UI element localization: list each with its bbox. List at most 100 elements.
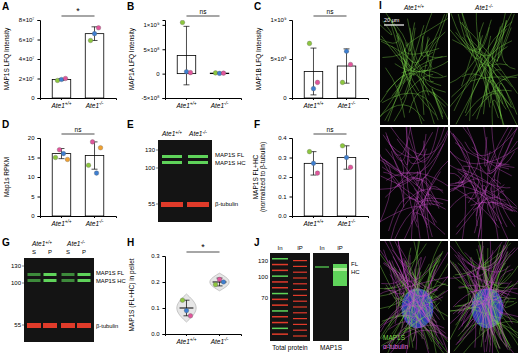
scale-bar: [384, 24, 404, 25]
mw-label: 130: [258, 258, 269, 264]
y-tick-mark: [290, 177, 293, 178]
fiber: [434, 92, 448, 125]
mw-tick: [22, 283, 24, 284]
x-axis: Ate1+/+Ate1-/-: [41, 98, 117, 109]
superscript: -/-: [351, 101, 356, 106]
fiber: [465, 47, 507, 113]
band-label: β-tubulin: [96, 323, 118, 329]
text-part: Ate1: [337, 102, 352, 109]
fiber: [413, 212, 445, 234]
y-tick: 15: [28, 155, 40, 161]
y-tick: 0.0: [151, 331, 165, 337]
x-axis-line: [166, 99, 242, 101]
y-tick-mark: [163, 282, 166, 283]
text-part: Ate1: [50, 220, 65, 227]
error-cap: [310, 94, 316, 95]
fiber: [463, 166, 512, 208]
x-tick-mark: [313, 216, 314, 218]
x-tick: Ate1+/+: [175, 98, 196, 109]
fiber: [483, 80, 503, 114]
lane-label: S: [66, 249, 70, 255]
band: [272, 275, 288, 277]
y-axis-line: [163, 257, 166, 335]
y-axis-line: [290, 21, 293, 99]
blot: [24, 258, 94, 342]
fiber: [391, 189, 443, 239]
data-point: [315, 171, 320, 176]
band: [293, 306, 307, 307]
x-tick-mark: [186, 98, 187, 100]
data-point: [55, 78, 60, 83]
band: [272, 299, 288, 301]
blot: [158, 140, 212, 222]
panel-letter: J: [254, 237, 260, 248]
fiber: [426, 306, 439, 319]
micrograph: [450, 13, 518, 125]
data-point: [348, 62, 353, 67]
fiber: [490, 255, 509, 350]
band: [293, 330, 307, 331]
error-bar: [344, 49, 350, 83]
y-tick: -5×10⁸: [141, 95, 165, 101]
y-tick-label: 0: [31, 213, 35, 219]
mw-label: 55: [14, 322, 21, 328]
band: [293, 301, 307, 302]
y-tick: 0.3: [278, 155, 292, 161]
x-tick-mark: [219, 98, 220, 100]
data-point: [307, 41, 312, 46]
data-point: [213, 282, 218, 287]
error-cap: [58, 158, 64, 159]
blot-panel: JInIPInIP13010070FLHCTotal proteinMAP1S: [254, 237, 360, 352]
fiber: [505, 299, 517, 308]
text-part: Ate1: [85, 102, 100, 109]
mw-label: 130: [145, 147, 156, 153]
x-tick: Ate1-/-: [85, 216, 104, 227]
band: [162, 155, 182, 158]
fiber: [452, 40, 517, 115]
fiber: [391, 24, 422, 124]
superscript: +/+: [190, 337, 197, 342]
fiber: [420, 307, 425, 339]
y-axis-line: [163, 21, 166, 99]
y-tick-label: 1×10⁹: [270, 17, 287, 23]
y-axis: 02×10⁷4×10⁷6×10⁷8×10⁷: [19, 17, 41, 101]
fiber: [395, 59, 448, 71]
superscript: +/+: [65, 219, 72, 224]
data-point: [180, 298, 185, 303]
band: [272, 304, 288, 306]
y-axis: 0.00.10.20.3: [151, 253, 165, 337]
group-label: Ate1-/-: [66, 240, 85, 248]
y-tick-label: 0.0: [151, 331, 160, 337]
panel-letter: F: [254, 119, 260, 130]
fiber: [483, 254, 498, 285]
x-tick-mark: [219, 334, 220, 336]
y-tick-label: 2×10⁷: [19, 76, 35, 82]
fiber: [461, 13, 490, 107]
x-tick-label: Ate1-/-: [337, 219, 356, 227]
y-tick-label: 0: [31, 95, 35, 101]
fiber: [456, 32, 481, 52]
y-tick-mark: [290, 197, 293, 198]
data-point: [61, 151, 66, 156]
fiber: [390, 127, 448, 155]
fiber: [458, 14, 482, 59]
y-tick: 1×10⁹: [270, 17, 292, 23]
x-axis-line: [41, 217, 117, 219]
band: [28, 273, 41, 276]
mw-tick: [22, 325, 24, 326]
fiber: [450, 262, 479, 326]
lane-label: In: [277, 245, 282, 251]
x-axis: Ate1+/+Ate1-/-: [166, 334, 242, 345]
fiber: [450, 173, 466, 239]
panel-letter: B: [127, 1, 134, 12]
y-tick-label: 0.2: [278, 174, 287, 180]
data-point: [94, 171, 99, 176]
y-tick-mark: [38, 20, 41, 21]
superscript: -/-: [202, 130, 207, 135]
band-label: MAP1S FL: [215, 152, 245, 158]
y-tick: 0.4: [278, 135, 292, 141]
band: [188, 161, 208, 164]
panel-letter: D: [2, 119, 9, 130]
y-tick-mark: [163, 334, 166, 335]
bar: [52, 154, 71, 216]
